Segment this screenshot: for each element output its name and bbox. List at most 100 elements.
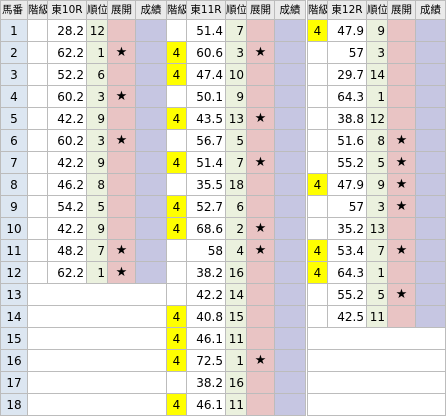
header-tenkai: 展開 bbox=[387, 0, 416, 20]
index-value: 29.7 bbox=[327, 63, 367, 86]
index-value: 42.2 bbox=[47, 107, 87, 130]
header-seiseki: 成績 bbox=[135, 0, 167, 20]
index-value: 54.2 bbox=[47, 195, 87, 218]
rank-value: 14 bbox=[225, 283, 247, 306]
index-value: 51.4 bbox=[186, 19, 226, 42]
kaikyu-cell bbox=[307, 195, 328, 218]
tenkai-cell bbox=[107, 195, 136, 218]
header-juni: 順位 bbox=[366, 0, 388, 20]
horse-number: 15 bbox=[0, 327, 28, 350]
index-value: 62.2 bbox=[47, 261, 87, 284]
rank-value: 7 bbox=[225, 151, 247, 174]
rank-value: 5 bbox=[366, 283, 388, 306]
star-icon: ★ bbox=[387, 173, 416, 196]
kaikyu-cell bbox=[27, 261, 48, 284]
kaikyu-cell bbox=[166, 283, 187, 306]
rank-value: 6 bbox=[86, 63, 108, 86]
index-value: 47.9 bbox=[327, 173, 367, 196]
seiseki-cell bbox=[274, 393, 306, 416]
seiseki-cell bbox=[135, 129, 167, 152]
kaikyu-cell bbox=[27, 63, 48, 86]
empty-cell bbox=[27, 393, 167, 416]
star-icon: ★ bbox=[387, 239, 416, 262]
kaikyu-cell bbox=[27, 19, 48, 42]
index-value: 51.6 bbox=[327, 129, 367, 152]
index-value: 47.4 bbox=[186, 63, 226, 86]
rank-value: 8 bbox=[366, 129, 388, 152]
kaikyu-cell bbox=[307, 217, 328, 240]
index-value: 55.2 bbox=[327, 151, 367, 174]
star-icon: ★ bbox=[387, 151, 416, 174]
seiseki-cell bbox=[415, 239, 446, 262]
kaikyu-cell bbox=[27, 129, 48, 152]
seiseki-cell bbox=[274, 85, 306, 108]
tenkai-cell bbox=[107, 63, 136, 86]
rank-value: 4 bbox=[225, 239, 247, 262]
tenkai-cell bbox=[246, 63, 275, 86]
empty-cell bbox=[307, 349, 446, 372]
kaikyu-cell bbox=[307, 283, 328, 306]
empty-cell bbox=[27, 349, 167, 372]
seiseki-cell bbox=[274, 371, 306, 394]
seiseki-cell bbox=[135, 41, 167, 64]
seiseki-cell bbox=[415, 85, 446, 108]
rank-value: 11 bbox=[366, 305, 388, 328]
index-value: 56.7 bbox=[186, 129, 226, 152]
star-icon: ★ bbox=[107, 129, 136, 152]
rank-value: 7 bbox=[86, 239, 108, 262]
horse-number: 1 bbox=[0, 19, 28, 42]
index-value: 35.2 bbox=[327, 217, 367, 240]
seiseki-cell bbox=[274, 41, 306, 64]
star-icon: ★ bbox=[107, 41, 136, 64]
rank-value: 3 bbox=[366, 195, 388, 218]
rank-value: 8 bbox=[86, 173, 108, 196]
tenkai-cell bbox=[246, 305, 275, 328]
header-kaikyu: 階級 bbox=[27, 0, 48, 20]
seiseki-cell bbox=[274, 261, 306, 284]
star-icon: ★ bbox=[246, 151, 275, 174]
index-value: 48.2 bbox=[47, 239, 87, 262]
kaikyu-cell: 4 bbox=[307, 173, 328, 196]
seiseki-cell bbox=[274, 305, 306, 328]
index-value: 60.2 bbox=[47, 85, 87, 108]
rank-value: 3 bbox=[86, 129, 108, 152]
tenkai-cell bbox=[387, 217, 416, 240]
rank-value: 9 bbox=[86, 151, 108, 174]
rank-value: 13 bbox=[366, 217, 388, 240]
seiseki-cell bbox=[415, 195, 446, 218]
tenkai-cell bbox=[107, 217, 136, 240]
index-value: 38.2 bbox=[186, 371, 226, 394]
seiseki-cell bbox=[135, 173, 167, 196]
rank-value: 5 bbox=[225, 129, 247, 152]
kaikyu-cell: 4 bbox=[307, 19, 328, 42]
seiseki-cell bbox=[415, 151, 446, 174]
rank-value: 1 bbox=[86, 261, 108, 284]
rank-value: 5 bbox=[366, 151, 388, 174]
index-value: 47.9 bbox=[327, 19, 367, 42]
horse-number: 14 bbox=[0, 305, 28, 328]
kaikyu-cell bbox=[27, 173, 48, 196]
index-value: 72.5 bbox=[186, 349, 226, 372]
kaikyu-cell: 4 bbox=[166, 327, 187, 350]
rank-value: 5 bbox=[86, 195, 108, 218]
star-icon: ★ bbox=[246, 239, 275, 262]
horse-number: 8 bbox=[0, 173, 28, 196]
horse-number: 6 bbox=[0, 129, 28, 152]
kaikyu-cell bbox=[307, 129, 328, 152]
star-icon: ★ bbox=[246, 217, 275, 240]
kaikyu-cell: 4 bbox=[166, 151, 187, 174]
rank-value: 13 bbox=[225, 107, 247, 130]
star-icon: ★ bbox=[387, 129, 416, 152]
kaikyu-cell bbox=[27, 85, 48, 108]
rank-value: 3 bbox=[86, 85, 108, 108]
kaikyu-cell bbox=[27, 239, 48, 262]
index-value: 58 bbox=[186, 239, 226, 262]
index-value: 38.2 bbox=[186, 261, 226, 284]
horse-number: 16 bbox=[0, 349, 28, 372]
seiseki-cell bbox=[135, 195, 167, 218]
kaikyu-cell bbox=[307, 151, 328, 174]
rank-value: 9 bbox=[86, 107, 108, 130]
kaikyu-cell: 4 bbox=[307, 261, 328, 284]
index-value: 46.1 bbox=[186, 327, 226, 350]
